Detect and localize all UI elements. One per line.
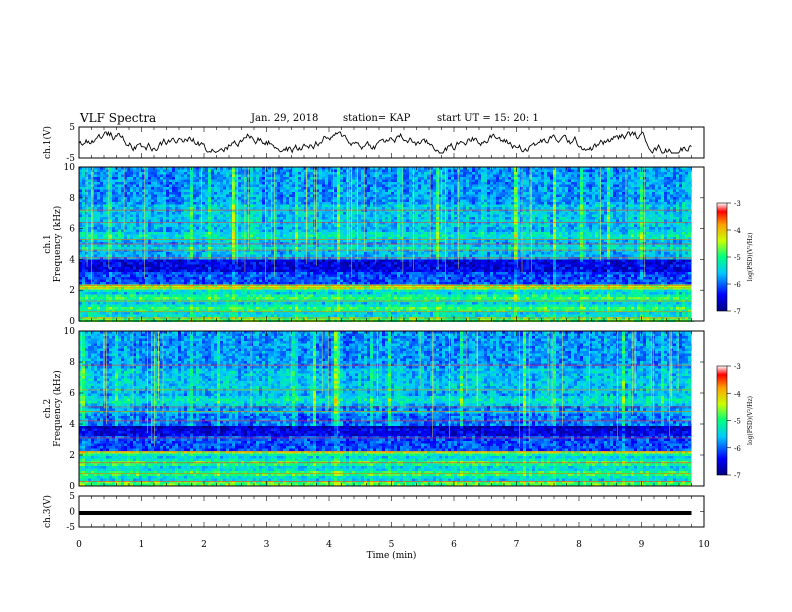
colorbar-tick-label: -6 xyxy=(734,281,741,289)
station-label: station= KAP xyxy=(343,113,410,124)
y-axis-label: ch.1 xyxy=(43,234,53,253)
colorbar-label: log(PSD)(V²/Hz) xyxy=(747,233,754,282)
y-tick-label: -5 xyxy=(66,523,75,533)
date-label: Jan. 29, 2018 xyxy=(251,113,318,124)
colorbar-tick-label: -3 xyxy=(734,363,741,371)
y-tick-label: 8 xyxy=(69,194,75,204)
y-tick-label: 0 xyxy=(69,482,75,492)
x-tick-label: 8 xyxy=(576,540,582,550)
x-axis-label: Time (min) xyxy=(367,550,417,561)
y-tick-label: 10 xyxy=(64,163,76,173)
y-tick-label: 8 xyxy=(69,358,75,368)
x-tick-label: 6 xyxy=(451,540,457,550)
y-axis-label: Frequency (kHz) xyxy=(52,206,63,283)
colorbar-tick-label: -5 xyxy=(734,254,741,262)
x-tick-label: 3 xyxy=(264,540,270,550)
y-tick-label: 6 xyxy=(69,225,75,235)
y-tick-label: 2 xyxy=(69,286,75,296)
start-time-label: start UT = 15: 20: 1 xyxy=(437,113,539,124)
colorbar-tick-label: -7 xyxy=(734,308,741,316)
colorbar-tick-label: -7 xyxy=(734,472,741,480)
colorbar xyxy=(716,365,728,476)
y-axis-label: ch.1(V) xyxy=(42,126,53,159)
y-tick-label: 6 xyxy=(69,389,75,399)
x-tick-label: 5 xyxy=(389,540,395,550)
y-tick-label: 4 xyxy=(69,255,75,265)
x-tick-label: 10 xyxy=(698,540,710,550)
y-tick-label: 5 xyxy=(69,123,75,133)
colorbar-tick-label: -6 xyxy=(734,445,741,453)
y-tick-label: 4 xyxy=(69,420,75,430)
x-tick-label: 7 xyxy=(514,540,520,550)
x-tick-label: 9 xyxy=(639,540,645,550)
y-axis-label: ch.3(V) xyxy=(42,495,53,528)
x-tick-label: 4 xyxy=(326,540,332,550)
colorbar xyxy=(716,202,728,312)
x-tick-label: 1 xyxy=(139,540,145,550)
colorbar-tick-label: -5 xyxy=(734,418,741,426)
y-tick-label: 5 xyxy=(69,492,75,502)
colorbar-tick-label: -4 xyxy=(734,227,741,235)
colorbar-tick-label: -4 xyxy=(734,390,741,398)
x-tick-label: 2 xyxy=(201,540,207,550)
y-tick-label: 10 xyxy=(64,327,76,337)
y-tick-label: -5 xyxy=(66,154,75,164)
y-axis-label: Frequency (kHz) xyxy=(52,370,63,447)
x-tick-label: 0 xyxy=(76,540,82,550)
y-axis-label: ch.2 xyxy=(43,399,53,418)
colorbar-label: log(PSD)(V²/Hz) xyxy=(747,396,754,445)
y-tick-label: 2 xyxy=(69,451,75,461)
ch1-trace xyxy=(78,130,692,154)
y-tick-label: 0 xyxy=(69,508,75,518)
y-tick-label: 0 xyxy=(69,317,75,327)
colorbar-tick-label: -3 xyxy=(734,200,741,208)
figure-title: VLF Spectra xyxy=(80,111,156,125)
